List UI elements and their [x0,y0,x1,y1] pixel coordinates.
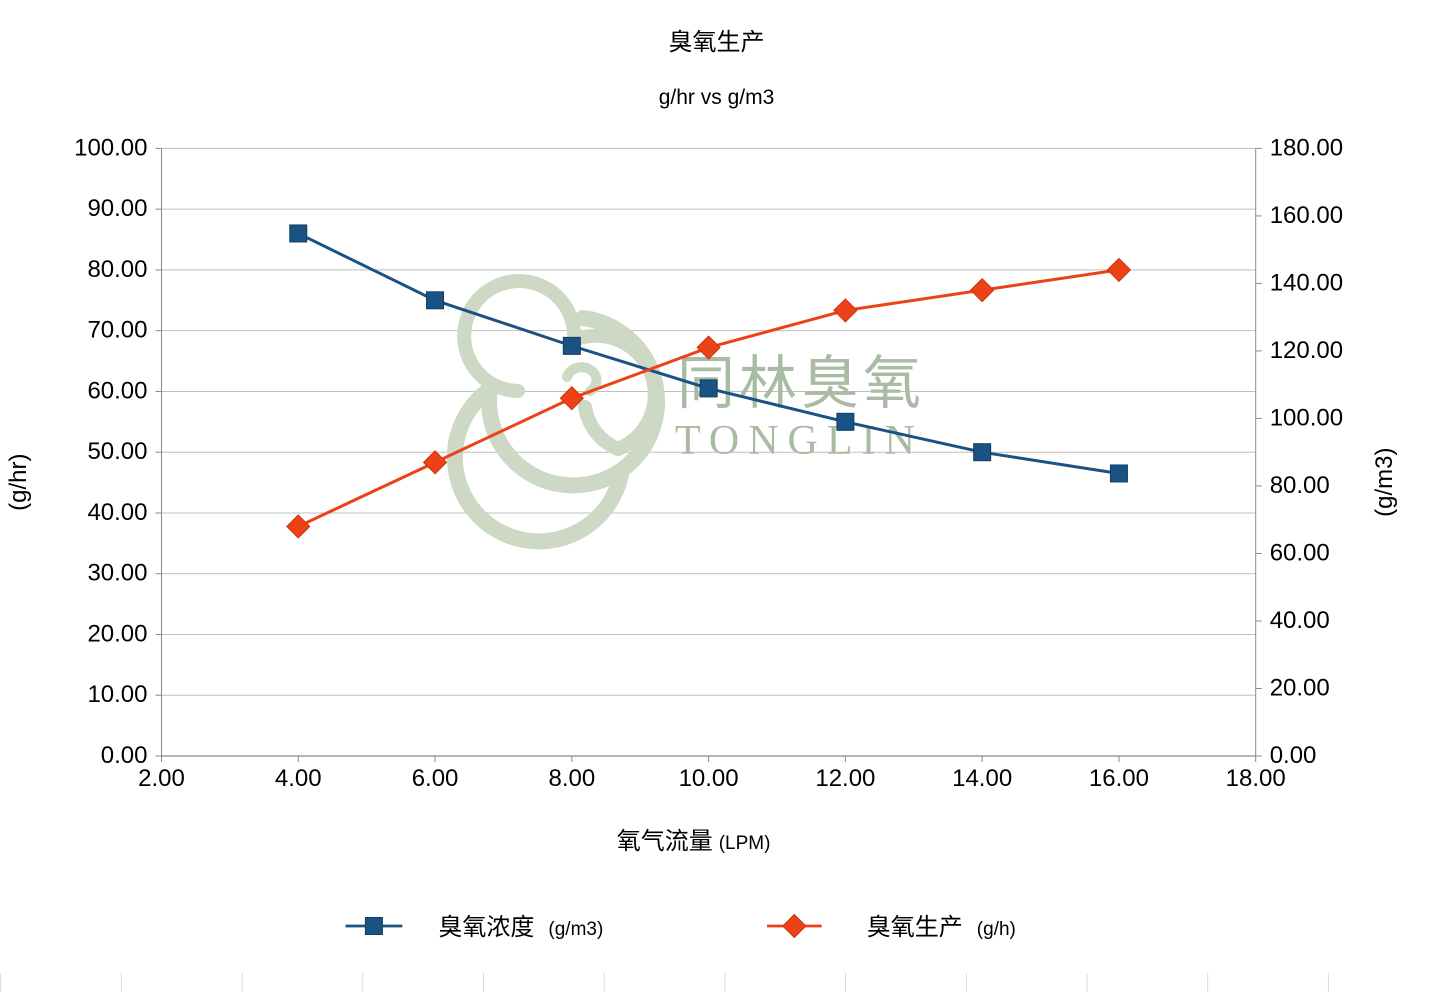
svg-text:氧气流量(LPM): 氧气流量 (LPM) [617,828,771,855]
svg-text:40.00: 40.00 [87,499,147,526]
svg-text:60.00: 60.00 [1270,539,1330,566]
svg-text:50.00: 50.00 [87,438,147,465]
svg-text:20.00: 20.00 [1270,674,1330,701]
svg-text:8.00: 8.00 [548,765,595,792]
svg-text:160.00: 160.00 [1270,202,1343,229]
svg-text:16.00: 16.00 [1089,765,1149,792]
svg-text:70.00: 70.00 [87,317,147,344]
svg-text:90.00: 90.00 [87,195,147,222]
svg-text:TONGLIN: TONGLIN [675,418,924,464]
svg-text:10.00: 10.00 [679,765,739,792]
svg-text:100.00: 100.00 [1270,404,1343,431]
svg-text:120.00: 120.00 [1270,337,1343,364]
svg-text:18.00: 18.00 [1226,765,1286,792]
svg-text:2.00: 2.00 [138,765,185,792]
svg-text:180.00: 180.00 [1270,134,1343,161]
svg-text:100.00: 100.00 [74,134,147,161]
svg-text:(g/m3): (g/m3) [1371,448,1398,517]
svg-text:(g/hr): (g/hr) [5,454,32,511]
svg-text:12.00: 12.00 [815,765,875,792]
svg-text:14.00: 14.00 [952,765,1012,792]
svg-text:6.00: 6.00 [412,765,459,792]
svg-text:臭氧生产(g/h): 臭氧生产 (g/h) [867,914,1016,941]
svg-text:10.00: 10.00 [87,681,147,708]
svg-text:140.00: 140.00 [1270,269,1343,296]
svg-text:4.00: 4.00 [275,765,322,792]
svg-text:80.00: 80.00 [1270,472,1330,499]
svg-text:40.00: 40.00 [1270,607,1330,634]
svg-text:80.00: 80.00 [87,256,147,283]
svg-text:20.00: 20.00 [87,620,147,647]
svg-text:30.00: 30.00 [87,560,147,587]
svg-text:臭氧浓度(g/m3): 臭氧浓度 (g/m3) [438,914,603,941]
svg-text:60.00: 60.00 [87,377,147,404]
